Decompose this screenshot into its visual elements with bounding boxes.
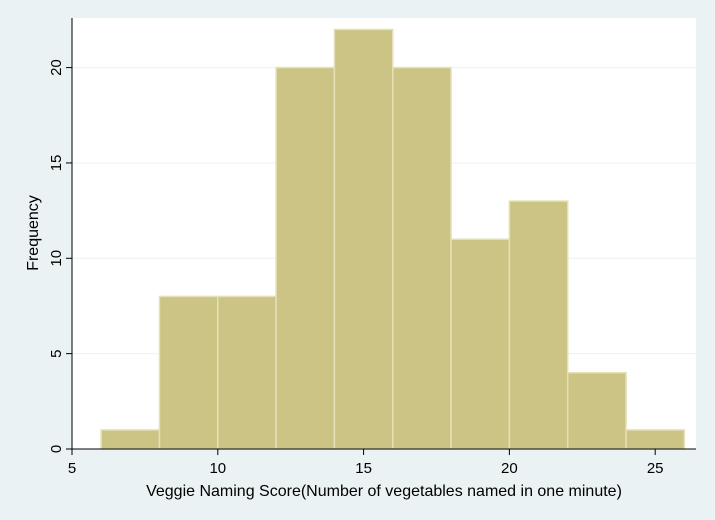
histogram-bar [625, 429, 686, 450]
histogram-bar [158, 295, 219, 450]
histogram-bar [566, 371, 627, 450]
y-tick-label: 0 [48, 445, 65, 453]
x-tick-label: 25 [647, 460, 664, 477]
x-tick-label: 5 [68, 460, 76, 477]
x-ticks: 5 10 15 20 25 [68, 449, 664, 477]
y-ticks: 0 5 10 15 20 [48, 59, 72, 453]
histogram-bar [333, 28, 394, 450]
x-tick-label: 15 [355, 460, 372, 477]
axes [71, 18, 696, 450]
x-tick-label: 10 [209, 460, 226, 477]
x-tick-label: 20 [501, 460, 518, 477]
y-tick-label: 15 [48, 155, 65, 172]
histogram-bar [450, 238, 511, 450]
y-tick-label: 20 [48, 59, 65, 76]
y-axis-title: Frequency [25, 195, 42, 271]
histogram-bar [508, 200, 569, 450]
y-tick-label: 10 [48, 250, 65, 267]
bars [100, 28, 686, 450]
histogram-bar [100, 429, 161, 450]
histogram-bar [275, 66, 336, 450]
histogram-bar [391, 66, 452, 450]
x-axis-title: Veggie Naming Score(Number of vegetables… [146, 483, 622, 500]
histogram-bar [217, 295, 277, 450]
y-tick-label: 5 [48, 349, 65, 357]
